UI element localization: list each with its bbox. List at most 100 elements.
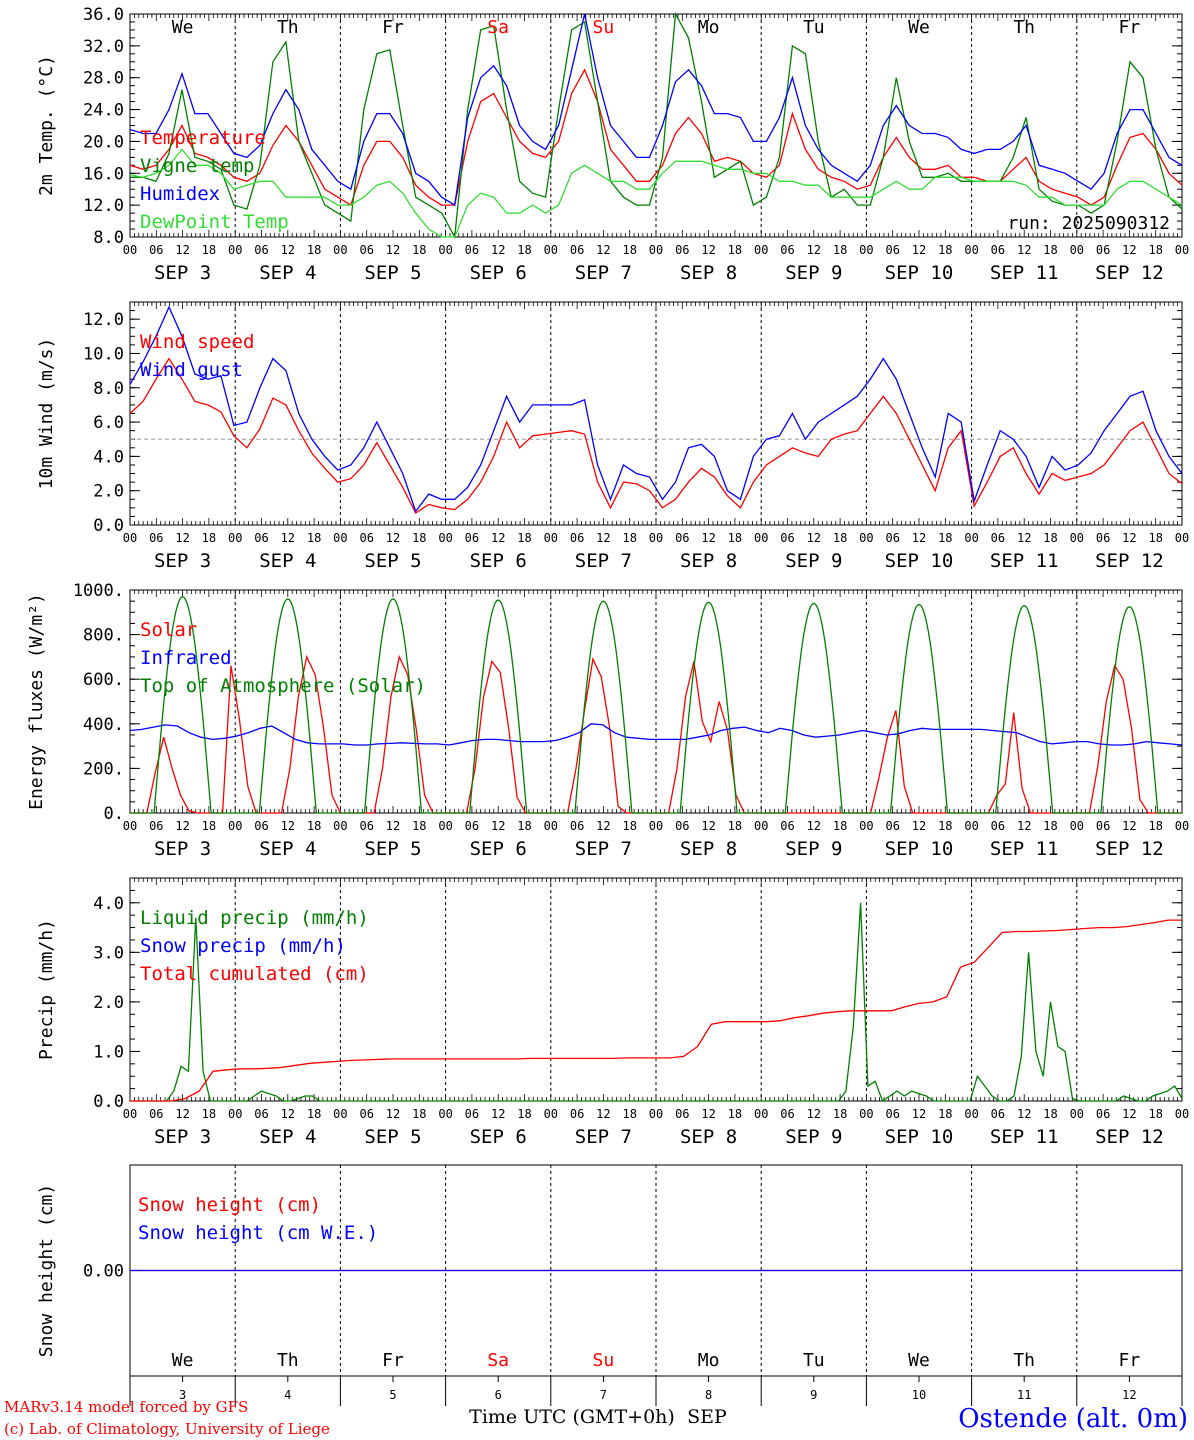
panel-1: 8.0 12.0 16.0 20.0 24.0 28.0 32.0 36.0 2m Temp. … bbox=[36, 5, 1189, 284]
legend-entry: Snow height (cm W.E.) bbox=[138, 1222, 378, 1244]
weekday-label: We bbox=[172, 1350, 194, 1371]
hour-label: 06 bbox=[359, 531, 373, 545]
hour-label: 12 bbox=[281, 819, 295, 833]
day-number: 4 bbox=[284, 1388, 291, 1402]
hour-label: 12 bbox=[281, 531, 295, 545]
weekday-label: Th bbox=[1013, 1350, 1035, 1371]
date-label: SEP 6 bbox=[470, 550, 527, 572]
hour-label: 18 bbox=[728, 531, 742, 545]
hour-label: 12 bbox=[386, 819, 400, 833]
hour-label: 00 bbox=[964, 243, 978, 257]
hour-label: 00 bbox=[1175, 1107, 1189, 1121]
weekday-label: Th bbox=[277, 1350, 299, 1371]
hour-label: 06 bbox=[149, 243, 163, 257]
day-number: 3 bbox=[179, 1388, 186, 1402]
weekday-label: Mo bbox=[698, 1350, 720, 1371]
hour-label: 12 bbox=[807, 243, 821, 257]
station-name: Ostende (alt. 0m) bbox=[958, 1404, 1188, 1434]
date-label: SEP 4 bbox=[259, 838, 316, 860]
hour-label: 06 bbox=[149, 531, 163, 545]
hour-label: 12 bbox=[281, 1107, 295, 1121]
hour-label: 00 bbox=[649, 819, 663, 833]
hour-label: 06 bbox=[1096, 1107, 1110, 1121]
weekday-label: Tu bbox=[803, 1350, 825, 1371]
date-label: SEP 11 bbox=[990, 550, 1059, 572]
panel-4: 0.0 1.0 2.0 3.0 4.0 Precip (mm/h) Liquid preci… bbox=[36, 877, 1189, 1148]
day-number: 11 bbox=[1017, 1388, 1031, 1402]
hour-label: 00 bbox=[1070, 531, 1084, 545]
legend-entry: Vigne temp bbox=[140, 155, 254, 177]
panel-2: 0.0 2.0 4.0 6.0 8.0 10.0 12.0 10m Wind (m/s) Win… bbox=[36, 301, 1189, 572]
hour-label: 00 bbox=[544, 243, 558, 257]
hour-label: 00 bbox=[438, 243, 452, 257]
y-tick-label: 8.0 bbox=[93, 228, 124, 248]
hour-label: 06 bbox=[465, 243, 479, 257]
weekday-label: Th bbox=[1013, 17, 1035, 38]
y-tick-label: 32.0 bbox=[83, 37, 124, 57]
hour-label: 12 bbox=[701, 819, 715, 833]
date-label: SEP 11 bbox=[990, 262, 1059, 284]
day-number: 10 bbox=[912, 1388, 926, 1402]
date-label: SEP 12 bbox=[1095, 838, 1164, 860]
date-label: SEP 10 bbox=[885, 262, 954, 284]
date-label: SEP 10 bbox=[885, 1126, 954, 1148]
date-label: SEP 12 bbox=[1095, 262, 1164, 284]
hour-label: 18 bbox=[938, 819, 952, 833]
hour-label: 12 bbox=[491, 819, 505, 833]
date-label: SEP 8 bbox=[680, 838, 737, 860]
hour-label: 18 bbox=[833, 1107, 847, 1121]
panel-3: 0. 200. 400. 600. 800. 1000. Energy fluxes (W/… bbox=[26, 581, 1189, 860]
date-label: SEP 6 bbox=[470, 838, 527, 860]
hour-label: 06 bbox=[675, 531, 689, 545]
hour-label: 18 bbox=[728, 819, 742, 833]
y-tick-label: 800. bbox=[83, 626, 124, 646]
y-tick-label: 0. bbox=[104, 804, 124, 824]
hour-label: 12 bbox=[1017, 531, 1031, 545]
hour-label: 18 bbox=[202, 819, 216, 833]
y-tick-label: 600. bbox=[83, 670, 124, 690]
date-label: SEP 6 bbox=[470, 262, 527, 284]
y-tick-label: 28.0 bbox=[83, 69, 124, 89]
x-axis-label: Time UTC (GMT+0h) bbox=[469, 1406, 675, 1428]
hour-label: 00 bbox=[649, 243, 663, 257]
series-line bbox=[129, 357, 1183, 514]
y-tick-label: 0.00 bbox=[83, 1262, 124, 1282]
hour-label: 12 bbox=[491, 531, 505, 545]
hour-label: 00 bbox=[123, 819, 137, 833]
hour-label: 00 bbox=[123, 531, 137, 545]
date-label: SEP 4 bbox=[259, 262, 316, 284]
hour-label: 18 bbox=[307, 819, 321, 833]
date-label: SEP 4 bbox=[259, 550, 316, 572]
hour-label: 00 bbox=[228, 243, 242, 257]
series-line bbox=[129, 148, 1183, 238]
hour-label: 06 bbox=[780, 1107, 794, 1121]
hour-label: 06 bbox=[149, 819, 163, 833]
y-tick-label: 1.0 bbox=[93, 1042, 124, 1062]
hour-label: 18 bbox=[833, 531, 847, 545]
hour-label: 00 bbox=[859, 531, 873, 545]
hour-label: 06 bbox=[149, 1107, 163, 1121]
weekday-label: Su bbox=[593, 1350, 615, 1371]
date-label: SEP 8 bbox=[680, 1126, 737, 1148]
hour-label: 00 bbox=[649, 1107, 663, 1121]
weekday-label: Fr bbox=[1119, 17, 1141, 38]
hour-label: 00 bbox=[1070, 1107, 1084, 1121]
hour-label: 00 bbox=[438, 819, 452, 833]
hour-label: 00 bbox=[333, 243, 347, 257]
hour-label: 00 bbox=[964, 531, 978, 545]
hour-label: 06 bbox=[570, 531, 584, 545]
weekday-label: Tu bbox=[803, 17, 825, 38]
hour-label: 00 bbox=[1175, 243, 1189, 257]
hour-label: 00 bbox=[754, 819, 768, 833]
date-label: SEP 12 bbox=[1095, 1126, 1164, 1148]
legend-entry: Temperature bbox=[140, 127, 266, 149]
y-tick-label: 4.0 bbox=[93, 447, 124, 467]
series-line bbox=[129, 305, 1183, 513]
hour-label: 18 bbox=[938, 531, 952, 545]
y-tick-label: 4.0 bbox=[93, 894, 124, 914]
day-number: 12 bbox=[1122, 1388, 1136, 1402]
x-axis-month: SEP bbox=[687, 1406, 727, 1428]
hour-label: 12 bbox=[1122, 243, 1136, 257]
weekday-label: We bbox=[908, 1350, 930, 1371]
